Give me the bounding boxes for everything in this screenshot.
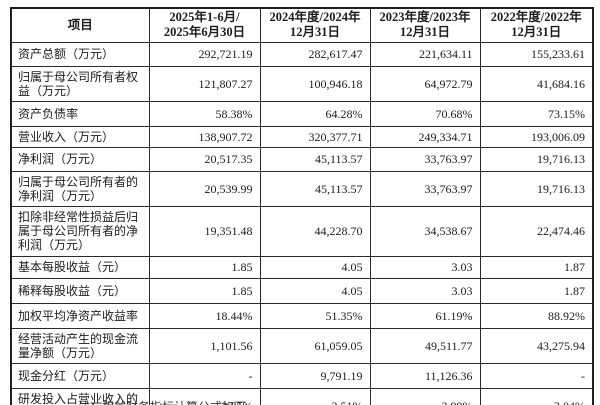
cell-value: 20,539.99 <box>148 170 261 207</box>
table-row: 净利润（万元） 20,517.35 45,113.57 33,763.97 19… <box>10 146 594 172</box>
row-label: 稀释每股收益（元） <box>10 277 150 304</box>
cell-value: 1.85 <box>148 255 261 279</box>
cell-value: 64.28% <box>259 100 371 127</box>
header-item: 项目 <box>10 7 150 43</box>
cell-value: 292,721.19 <box>148 41 261 67</box>
cell-value: 41,684.16 <box>479 65 594 102</box>
table-row: 经营活动产生的现金流量净额（万元） 1,101.56 61,059.05 49,… <box>10 327 594 364</box>
cell-value: 19,716.13 <box>479 170 594 207</box>
cell-value: 221,634.11 <box>369 41 481 67</box>
cell-value: - <box>479 362 594 389</box>
cell-value: 20,517.35 <box>148 146 261 172</box>
cell-value: 2.99% <box>369 387 481 405</box>
row-label: 加权平均净资产收益率 <box>10 302 150 329</box>
cell-value: 19,351.48 <box>148 205 261 257</box>
cell-value: 44,228.70 <box>259 205 371 257</box>
cell-value: 3.03 <box>369 277 481 304</box>
table-row: 营业收入（万元） 138,907.72 320,377.71 249,334.7… <box>10 125 594 148</box>
cell-value: 61.19% <box>369 302 481 329</box>
row-label: 扣除非经常性损益后归属于母公司所有者的净利润（万元） <box>10 205 150 257</box>
cell-value: 121,807.27 <box>148 65 261 102</box>
row-label: 资产总额（万元） <box>10 41 150 67</box>
cell-value: 45,113.57 <box>259 146 371 172</box>
cell-value: 33,763.97 <box>369 170 481 207</box>
cell-value: 51.35% <box>259 302 371 329</box>
cell-value: - <box>148 362 261 389</box>
cell-value: 3.03 <box>369 255 481 279</box>
footnote-clipped: 注：相关财务指标计算公式如下 <box>78 398 246 405</box>
cell-value: 320,377.71 <box>259 125 371 148</box>
row-label: 资产负债率 <box>10 100 150 127</box>
cell-value: 1,101.56 <box>148 327 261 364</box>
header-period-2023: 2023年度/2023年 12月31日 <box>369 7 481 43</box>
table-row: 归属于母公司所有者权益（万元） 121,807.27 100,946.18 64… <box>10 65 594 102</box>
cell-value: 1.87 <box>479 255 594 279</box>
row-label: 净利润（万元） <box>10 146 150 172</box>
row-label: 研发投入占营业收入的比例 <box>10 387 150 405</box>
row-label: 归属于母公司所有者的净利润（万元） <box>10 170 150 207</box>
table-row: 加权平均净资产收益率 18.44% 51.35% 61.19% 88.92% <box>10 302 594 329</box>
table-row: 资产总额（万元） 292,721.19 282,617.47 221,634.1… <box>10 41 594 67</box>
cell-value: 100,946.18 <box>259 65 371 102</box>
header-period-2025: 2025年1-6月/ 2025年6月30日 <box>148 7 261 43</box>
cell-value: 34,538.67 <box>369 205 481 257</box>
table-row: 基本每股收益（元） 1.85 4.05 3.03 1.87 <box>10 255 594 279</box>
cell-value: 2.51% <box>259 387 371 405</box>
table-row: 资产负债率 58.38% 64.28% 70.68% 73.15% <box>10 100 594 127</box>
row-label: 经营活动产生的现金流量净额（万元） <box>10 327 150 364</box>
table-row: 现金分红（万元） - 9,791.19 11,126.36 - <box>10 362 594 389</box>
cell-value: 43,275.94 <box>479 327 594 364</box>
cell-value: 1.87 <box>479 277 594 304</box>
cell-value: 193,006.09 <box>479 125 594 148</box>
financial-summary-table: 项目 2025年1-6月/ 2025年6月30日 2024年度/2024年 12… <box>10 7 594 405</box>
header-period-2022: 2022年度/2022年 12月31日 <box>479 7 594 43</box>
cell-value: 249,334.71 <box>369 125 481 148</box>
row-label: 营业收入（万元） <box>10 125 150 148</box>
cell-value: 88.92% <box>479 302 594 329</box>
table-header-row: 项目 2025年1-6月/ 2025年6月30日 2024年度/2024年 12… <box>10 7 594 43</box>
cell-value: 11,126.36 <box>369 362 481 389</box>
cell-value: 49,511.77 <box>369 327 481 364</box>
table-row: 归属于母公司所有者的净利润（万元） 20,539.99 45,113.57 33… <box>10 170 594 207</box>
cell-value: 1.85 <box>148 277 261 304</box>
row-label: 现金分红（万元） <box>10 362 150 389</box>
table-row: 扣除非经常性损益后归属于母公司所有者的净利润（万元） 19,351.48 44,… <box>10 205 594 257</box>
table-row: 稀释每股收益（元） 1.85 4.05 3.03 1.87 <box>10 277 594 304</box>
cell-value: 19,716.13 <box>479 146 594 172</box>
cell-value: 138,907.72 <box>148 125 261 148</box>
cell-value: 155,233.61 <box>479 41 594 67</box>
cell-value: 61,059.05 <box>259 327 371 364</box>
cell-value: 33,763.97 <box>369 146 481 172</box>
cell-value: 58.38% <box>148 100 261 127</box>
cell-value: 4.05 <box>259 255 371 279</box>
cell-value: 3.04% <box>479 387 594 405</box>
cell-value: 22,474.46 <box>479 205 594 257</box>
cell-value: 4.05 <box>259 277 371 304</box>
cell-value: 70.68% <box>369 100 481 127</box>
cell-value: 9,791.19 <box>259 362 371 389</box>
cell-value: 282,617.47 <box>259 41 371 67</box>
cell-value: 64,972.79 <box>369 65 481 102</box>
cell-value: 73.15% <box>479 100 594 127</box>
row-label: 归属于母公司所有者权益（万元） <box>10 65 150 102</box>
header-period-2024: 2024年度/2024年 12月31日 <box>259 7 371 43</box>
cell-value: 45,113.57 <box>259 170 371 207</box>
cell-value: 18.44% <box>148 302 261 329</box>
row-label: 基本每股收益（元） <box>10 255 150 279</box>
table-row: 研发投入占营业收入的比例 2.85% 2.51% 2.99% 3.04% <box>10 387 594 405</box>
